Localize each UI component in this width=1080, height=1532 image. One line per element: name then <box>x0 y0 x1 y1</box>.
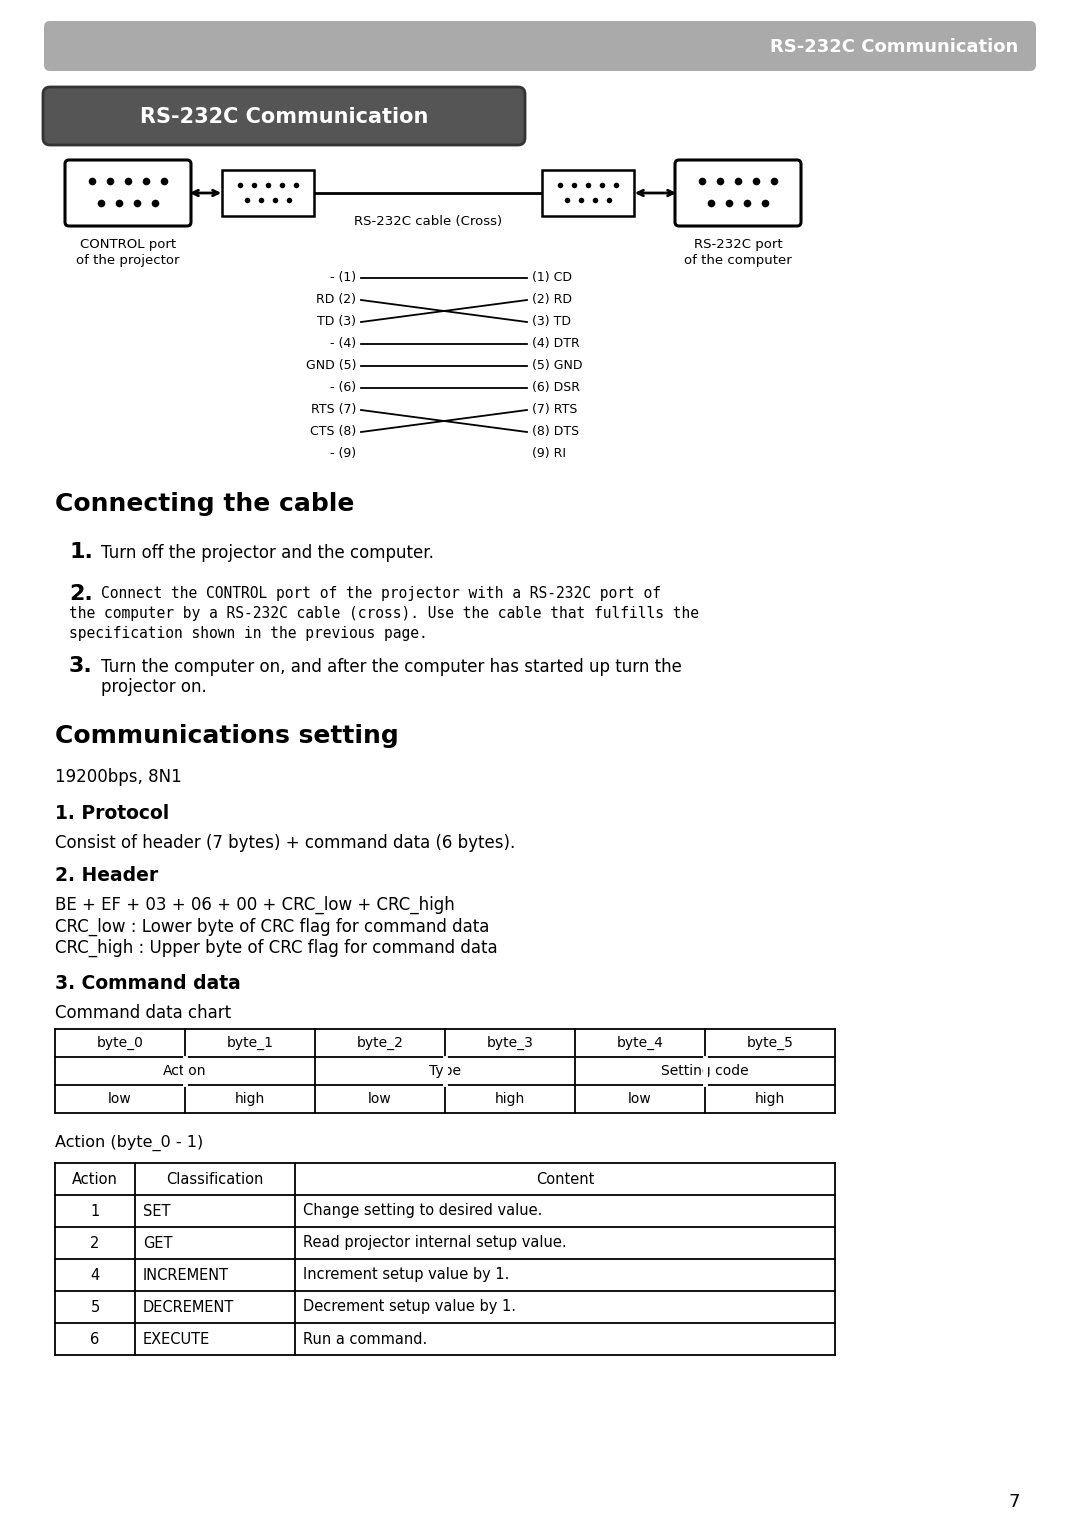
Text: CRC_high : Upper byte of CRC flag for command data: CRC_high : Upper byte of CRC flag for co… <box>55 939 498 958</box>
Text: SET: SET <box>143 1204 171 1218</box>
Text: (5) GND: (5) GND <box>532 360 582 372</box>
Text: (6) DSR: (6) DSR <box>532 381 580 395</box>
FancyBboxPatch shape <box>542 170 634 216</box>
Text: specification shown in the previous page.: specification shown in the previous page… <box>69 627 428 640</box>
Text: Decrement setup value by 1.: Decrement setup value by 1. <box>303 1299 516 1314</box>
Text: GND (5): GND (5) <box>306 360 356 372</box>
FancyBboxPatch shape <box>43 87 525 146</box>
Text: Increment setup value by 1.: Increment setup value by 1. <box>303 1267 510 1282</box>
FancyBboxPatch shape <box>44 21 1036 70</box>
Text: 3. Command data: 3. Command data <box>55 974 241 993</box>
Text: Connecting the cable: Connecting the cable <box>55 492 354 516</box>
Text: GET: GET <box>143 1235 173 1250</box>
Text: the computer by a RS-232C cable (cross). Use the cable that fulfills the: the computer by a RS-232C cable (cross).… <box>69 607 699 620</box>
Text: BE + EF + 03 + 06 + 00 + CRC_low + CRC_high: BE + EF + 03 + 06 + 00 + CRC_low + CRC_h… <box>55 896 455 915</box>
Text: Connect the CONTROL port of the projector with a RS-232C port of: Connect the CONTROL port of the projecto… <box>102 587 661 601</box>
Text: (7) RTS: (7) RTS <box>532 403 578 417</box>
Text: low: low <box>368 1092 392 1106</box>
Text: of the projector: of the projector <box>77 254 179 267</box>
Text: INCREMENT: INCREMENT <box>143 1267 229 1282</box>
Text: 3.: 3. <box>69 656 93 676</box>
Text: 2.: 2. <box>69 584 93 604</box>
Text: Communications setting: Communications setting <box>55 725 399 748</box>
FancyBboxPatch shape <box>675 159 801 227</box>
Text: byte_5: byte_5 <box>746 1036 794 1049</box>
Text: (8) DTS: (8) DTS <box>532 426 579 438</box>
Text: high: high <box>234 1092 265 1106</box>
Text: (3) TD: (3) TD <box>532 316 571 328</box>
Text: low: low <box>108 1092 132 1106</box>
Text: Run a command.: Run a command. <box>303 1331 428 1347</box>
Text: 1: 1 <box>91 1204 99 1218</box>
Text: RS-232C Communication: RS-232C Communication <box>770 38 1018 57</box>
Text: Turn the computer on, and after the computer has started up turn the: Turn the computer on, and after the comp… <box>102 659 681 676</box>
Text: - (9): - (9) <box>329 447 356 461</box>
Text: byte_1: byte_1 <box>227 1036 273 1049</box>
Text: Action (byte_0 - 1): Action (byte_0 - 1) <box>55 1135 203 1151</box>
Text: (2) RD: (2) RD <box>532 294 572 306</box>
Text: high: high <box>495 1092 525 1106</box>
Text: Read projector internal setup value.: Read projector internal setup value. <box>303 1235 567 1250</box>
Text: - (4): - (4) <box>329 337 356 351</box>
Text: RS-232C port: RS-232C port <box>693 237 782 251</box>
Text: 2: 2 <box>91 1235 99 1250</box>
Text: CONTROL port: CONTROL port <box>80 237 176 251</box>
Text: (1) CD: (1) CD <box>532 271 572 285</box>
Text: CTS (8): CTS (8) <box>310 426 356 438</box>
Text: 1. Protocol: 1. Protocol <box>55 804 170 823</box>
Text: (9) RI: (9) RI <box>532 447 566 461</box>
Text: byte_3: byte_3 <box>487 1036 534 1049</box>
Text: (4) DTR: (4) DTR <box>532 337 580 351</box>
Text: Consist of header (7 bytes) + command data (6 bytes).: Consist of header (7 bytes) + command da… <box>55 833 515 852</box>
Text: byte_0: byte_0 <box>96 1036 144 1049</box>
Text: byte_4: byte_4 <box>617 1036 663 1049</box>
Text: Action: Action <box>72 1172 118 1186</box>
Text: RTS (7): RTS (7) <box>311 403 356 417</box>
Text: 19200bps, 8N1: 19200bps, 8N1 <box>55 768 181 786</box>
Text: of the computer: of the computer <box>684 254 792 267</box>
Text: high: high <box>755 1092 785 1106</box>
Text: 4: 4 <box>91 1267 99 1282</box>
Text: Type: Type <box>429 1065 461 1079</box>
Text: 7: 7 <box>1009 1494 1020 1511</box>
Text: Turn off the projector and the computer.: Turn off the projector and the computer. <box>102 544 434 562</box>
Text: projector on.: projector on. <box>102 679 206 696</box>
Text: Classification: Classification <box>166 1172 264 1186</box>
Text: DECREMENT: DECREMENT <box>143 1299 234 1314</box>
Text: 5: 5 <box>91 1299 99 1314</box>
Text: 2. Header: 2. Header <box>55 866 159 885</box>
Text: 6: 6 <box>91 1331 99 1347</box>
FancyBboxPatch shape <box>65 159 191 227</box>
Text: RS-232C cable (Cross): RS-232C cable (Cross) <box>354 214 502 228</box>
Text: RS-232C Communication: RS-232C Communication <box>139 107 428 127</box>
Text: Command data chart: Command data chart <box>55 1003 231 1022</box>
Text: - (1): - (1) <box>329 271 356 285</box>
Text: CRC_low : Lower byte of CRC flag for command data: CRC_low : Lower byte of CRC flag for com… <box>55 918 489 936</box>
Text: Change setting to desired value.: Change setting to desired value. <box>303 1204 542 1218</box>
Text: Content: Content <box>536 1172 594 1186</box>
Text: Action: Action <box>163 1065 206 1079</box>
Text: 1.: 1. <box>69 542 93 562</box>
Text: Setting code: Setting code <box>661 1065 748 1079</box>
Text: TD (3): TD (3) <box>318 316 356 328</box>
Text: - (6): - (6) <box>329 381 356 395</box>
FancyBboxPatch shape <box>222 170 314 216</box>
Text: RD (2): RD (2) <box>316 294 356 306</box>
Text: low: low <box>629 1092 652 1106</box>
Text: byte_2: byte_2 <box>356 1036 404 1049</box>
Text: EXECUTE: EXECUTE <box>143 1331 211 1347</box>
